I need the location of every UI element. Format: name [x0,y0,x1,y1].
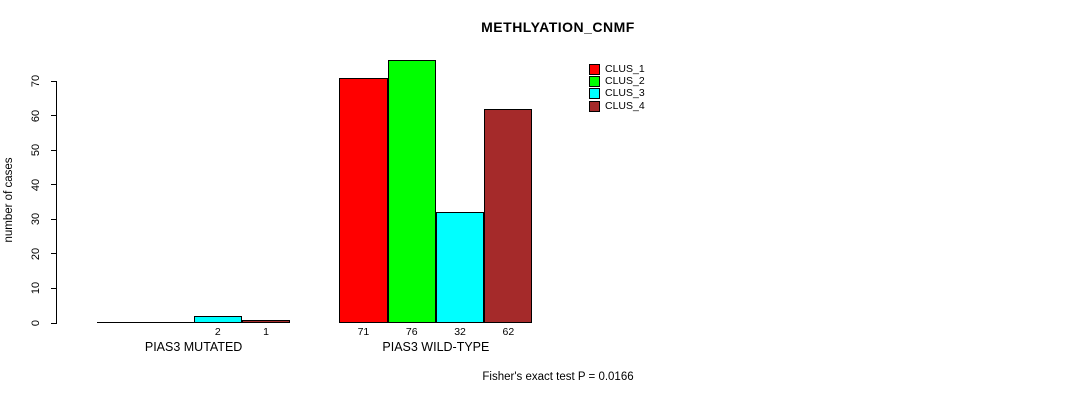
bar-value-label: 2 [214,326,221,338]
legend-label: CLUS_2 [605,75,645,88]
bar-clus_1-2 [339,78,388,323]
legend-label: CLUS_3 [605,87,645,100]
bar-clus_1-1 [97,322,146,323]
bar-clus_4-1 [241,320,291,323]
y-tick-label: 60 [30,109,42,122]
legend-row: CLUS_1 [589,63,645,75]
y-tick-mark [51,149,57,151]
bar-clus_2-1 [145,322,194,323]
bar-clus_3-2 [435,212,485,323]
bar-value-label: 76 [405,326,418,338]
y-tick-mark [51,184,57,186]
legend-swatch-icon [589,100,600,112]
bar-clus_2-2 [387,60,436,323]
legend-row: CLUS_3 [589,88,645,100]
y-axis-label: number of cases [3,157,15,243]
y-tick-label: 50 [30,144,42,157]
legend-label: CLUS_4 [605,99,645,112]
legend-swatch-icon [589,63,600,75]
legend-label: CLUS_1 [605,62,645,75]
bar-value-label: 62 [502,326,515,338]
y-tick-label: 30 [30,213,42,226]
y-tick-label: 40 [30,178,42,191]
y-axis-line [56,81,57,323]
footnote-text: Fisher's exact test P = 0.0166 [482,371,634,383]
legend-row: CLUS_4 [589,100,645,112]
bar-value-label: 32 [454,326,466,338]
group-label: PIAS3 MUTATED [144,340,243,354]
y-tick-label: 70 [30,74,42,88]
y-tick-mark [51,80,57,82]
legend-swatch-icon [589,76,600,88]
chart-title: METHLYATION_CNMF [481,19,635,35]
y-tick-label: 10 [30,282,42,295]
y-tick-mark [51,287,57,289]
legend-swatch-icon [589,88,600,100]
y-tick-label: 0 [30,319,42,327]
y-tick-mark [51,253,57,255]
y-tick-mark [51,322,57,324]
y-tick-mark [51,218,57,220]
y-tick-label: 20 [30,247,42,260]
bar-value-label: 71 [357,326,370,338]
bar-clus_4-2 [484,109,533,323]
legend-row: CLUS_2 [589,75,645,88]
bar-clus_3-1 [193,316,242,323]
group-label: PIAS3 WILD-TYPE [382,340,490,354]
y-tick-mark [51,115,57,117]
legend: CLUS_1 CLUS_2 CLUS_3 CLUS_4 [589,63,645,113]
bar-value-label: 1 [263,326,269,338]
